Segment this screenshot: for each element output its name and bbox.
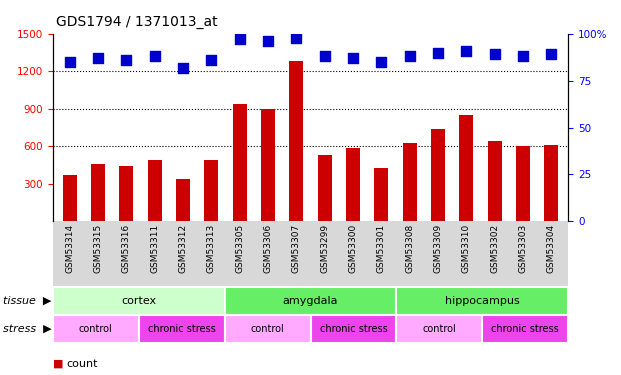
Point xyxy=(546,51,556,57)
Point xyxy=(518,53,528,59)
Bar xyxy=(374,168,388,221)
Point xyxy=(291,34,301,40)
Text: cortex: cortex xyxy=(121,296,156,306)
Point xyxy=(206,57,216,63)
Text: chronic stress: chronic stress xyxy=(148,324,215,334)
Point xyxy=(65,59,75,65)
Bar xyxy=(459,115,473,221)
Point xyxy=(433,50,443,55)
Point xyxy=(93,55,103,61)
Bar xyxy=(204,160,219,221)
Bar xyxy=(63,175,77,221)
Bar xyxy=(431,129,445,221)
Bar xyxy=(317,155,332,221)
Point xyxy=(489,51,499,57)
Point xyxy=(122,57,132,63)
Bar xyxy=(119,166,134,221)
Text: count: count xyxy=(66,359,98,369)
Bar xyxy=(148,160,162,221)
Text: ■: ■ xyxy=(53,359,63,369)
Point xyxy=(348,55,358,61)
Text: chronic stress: chronic stress xyxy=(320,324,388,334)
Point xyxy=(150,53,160,59)
Point xyxy=(320,53,330,59)
Text: control: control xyxy=(422,324,456,334)
Text: amygdala: amygdala xyxy=(283,296,338,306)
Bar xyxy=(289,61,304,221)
Text: stress  ▶: stress ▶ xyxy=(3,324,52,334)
Text: GDS1794 / 1371013_at: GDS1794 / 1371013_at xyxy=(56,15,217,29)
Text: control: control xyxy=(251,324,284,334)
Bar xyxy=(516,146,530,221)
Point xyxy=(405,53,415,59)
Bar xyxy=(233,104,247,221)
Point xyxy=(235,36,245,42)
Bar xyxy=(487,141,502,221)
Point xyxy=(461,48,471,54)
Bar xyxy=(346,147,360,221)
Text: tissue  ▶: tissue ▶ xyxy=(3,296,52,306)
Point xyxy=(376,59,386,65)
Bar xyxy=(91,164,105,221)
Bar xyxy=(402,142,417,221)
Bar xyxy=(261,109,275,221)
Bar xyxy=(176,179,190,221)
Text: chronic stress: chronic stress xyxy=(491,324,559,334)
Point xyxy=(263,38,273,44)
Text: control: control xyxy=(79,324,112,334)
Point xyxy=(178,64,188,70)
Bar xyxy=(544,145,558,221)
Text: hippocampus: hippocampus xyxy=(445,296,520,306)
